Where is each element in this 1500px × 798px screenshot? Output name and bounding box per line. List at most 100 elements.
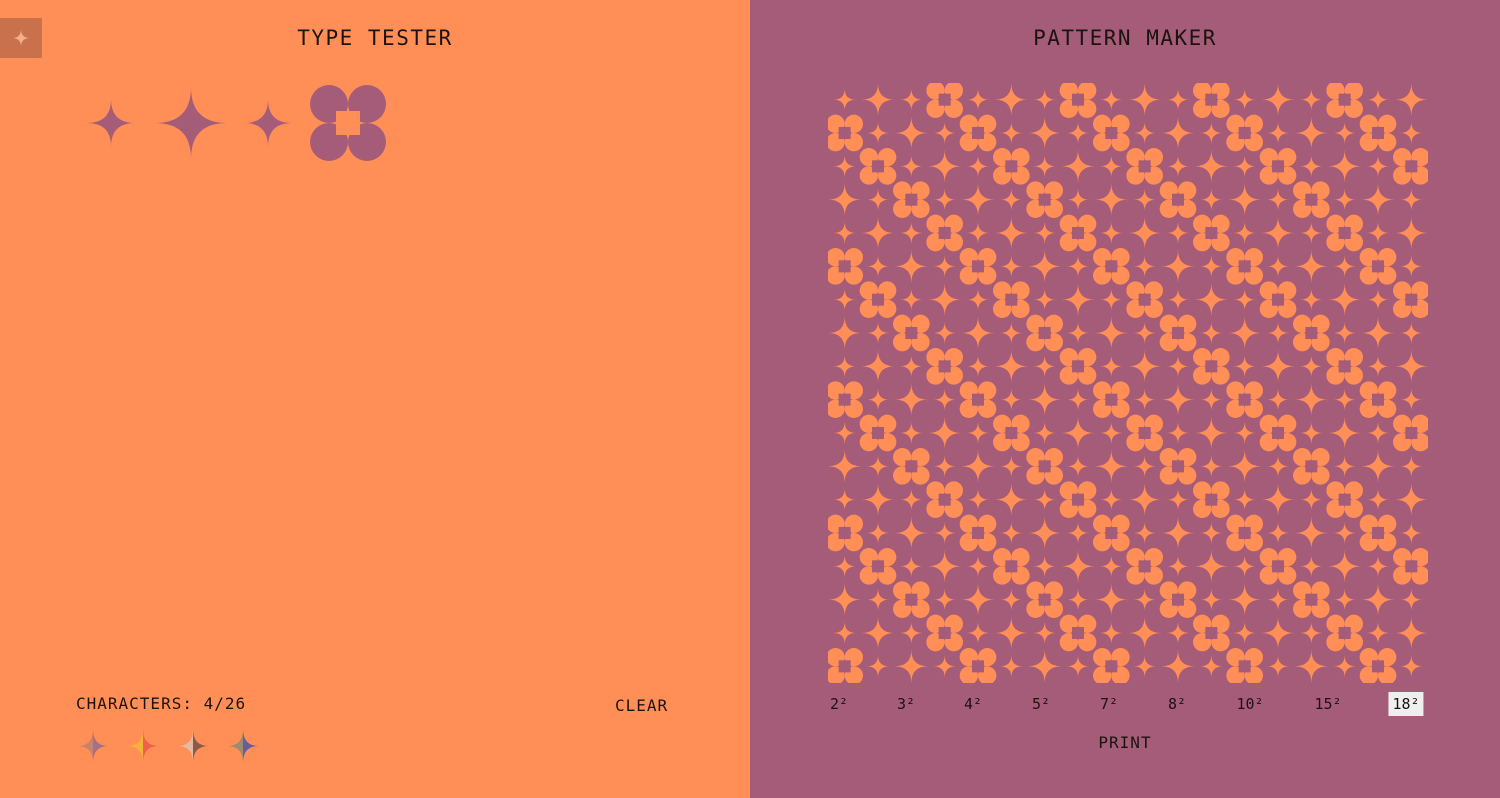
- pattern-star: [1266, 321, 1290, 345]
- pattern-star: [1261, 349, 1295, 383]
- palette-swatch-1[interactable]: [76, 728, 110, 764]
- pattern-star: [861, 216, 895, 250]
- pattern-star: [894, 649, 928, 683]
- pattern-star: [966, 88, 990, 111]
- pattern-flower: [926, 214, 963, 252]
- size-option-7[interactable]: 7²: [1099, 695, 1119, 713]
- pattern-star: [1128, 483, 1162, 517]
- pattern-flower: [1359, 114, 1397, 152]
- pattern-star: [866, 188, 890, 211]
- pattern-star: [828, 583, 862, 617]
- pattern-flower: [1093, 114, 1130, 152]
- pattern-flower: [926, 614, 963, 652]
- pattern-canvas: [828, 83, 1428, 683]
- size-option-4[interactable]: 4²: [963, 695, 983, 713]
- size-option-8[interactable]: 8²: [1167, 695, 1187, 713]
- pattern-star: [900, 488, 923, 511]
- palette-swatch-2[interactable]: [126, 728, 160, 764]
- pattern-star: [1261, 216, 1295, 250]
- pattern-star: [1366, 355, 1390, 378]
- pattern-flower: [893, 448, 930, 485]
- pattern-flower: [1059, 614, 1097, 652]
- pattern-flower: [1126, 548, 1163, 585]
- pattern-star: [961, 316, 995, 350]
- pattern-star: [866, 321, 890, 345]
- pattern-flower: [959, 114, 997, 152]
- pattern-star: [1133, 588, 1156, 611]
- pattern-star: [1266, 121, 1290, 145]
- pattern-star: [961, 183, 995, 217]
- palette-swatches: [76, 728, 276, 764]
- pattern-flower: [993, 548, 1030, 585]
- pattern-star: [1333, 321, 1356, 345]
- pattern-star: [1266, 455, 1290, 478]
- pattern-star: [1161, 249, 1195, 283]
- pattern-flower: [1293, 581, 1330, 618]
- size-option-3[interactable]: 3²: [896, 695, 916, 713]
- pattern-star: [1394, 216, 1428, 250]
- pattern-star: [1128, 216, 1162, 250]
- size-option-10[interactable]: 10²: [1236, 695, 1264, 713]
- pattern-star: [1300, 421, 1323, 445]
- pattern-star: [1033, 488, 1056, 511]
- pattern-star: [1100, 288, 1123, 311]
- typed-characters[interactable]: [0, 0, 750, 200]
- pattern-star: [1161, 516, 1195, 550]
- pattern-star: [833, 555, 856, 578]
- size-option-18[interactable]: 18²: [1388, 692, 1424, 716]
- size-option-2[interactable]: 2²: [829, 695, 849, 713]
- pattern-star: [1166, 221, 1190, 245]
- pattern-flower: [993, 281, 1030, 318]
- palette-swatch-4[interactable]: [226, 728, 260, 764]
- pattern-maker-title: PATTERN MAKER: [1033, 26, 1217, 50]
- pattern-star: [1394, 83, 1428, 117]
- pattern-star: [1366, 488, 1390, 511]
- pattern-star: [1228, 316, 1262, 350]
- pattern-flower: [1293, 314, 1330, 352]
- pattern-star: [1194, 283, 1228, 317]
- pattern-flower: [1193, 481, 1230, 518]
- pattern-star: [1394, 349, 1428, 383]
- pattern-star: [1133, 655, 1156, 678]
- pattern-flower: [1026, 581, 1063, 618]
- pattern-star: [1333, 388, 1356, 411]
- pattern-star: [961, 583, 995, 617]
- clear-button[interactable]: CLEAR: [615, 696, 669, 715]
- pattern-star: [828, 183, 862, 217]
- pattern-star: [1000, 655, 1023, 678]
- pattern-star: [1094, 449, 1128, 483]
- pattern-star: [1261, 83, 1295, 117]
- pattern-star: [1133, 121, 1156, 145]
- print-button[interactable]: PRINT: [1098, 733, 1152, 752]
- pattern-star: [1200, 321, 1223, 345]
- pattern-star: [1133, 255, 1156, 278]
- pattern-flower: [1359, 248, 1397, 285]
- pattern-star: [1261, 483, 1295, 517]
- pattern-star: [994, 349, 1028, 383]
- small-star-glyph: [87, 99, 135, 147]
- pattern-flower: [1259, 148, 1297, 185]
- pattern-star: [833, 88, 856, 111]
- pattern-star: [1166, 88, 1190, 111]
- size-option-5[interactable]: 5²: [1031, 695, 1051, 713]
- pattern-star: [1366, 621, 1390, 645]
- pattern-star: [933, 321, 956, 345]
- palette-swatch-3[interactable]: [176, 728, 210, 764]
- pattern-flower: [1093, 381, 1130, 419]
- pattern-star: [1300, 555, 1323, 578]
- logo-button[interactable]: [0, 18, 42, 58]
- pattern-star: [1200, 121, 1223, 145]
- pattern-flower: [1259, 281, 1297, 318]
- pattern-star: [1366, 288, 1390, 311]
- pattern-star: [966, 355, 990, 378]
- size-option-15[interactable]: 15²: [1314, 695, 1342, 713]
- pattern-star: [833, 421, 856, 445]
- pattern-star: [1100, 621, 1123, 645]
- pattern-star: [1000, 521, 1023, 545]
- pattern-flower: [1326, 214, 1363, 252]
- pattern-star: [1200, 521, 1223, 545]
- pattern-star: [1033, 155, 1056, 178]
- pattern-flower: [1126, 148, 1163, 185]
- pattern-star: [1094, 583, 1128, 617]
- pattern-flower: [959, 381, 997, 419]
